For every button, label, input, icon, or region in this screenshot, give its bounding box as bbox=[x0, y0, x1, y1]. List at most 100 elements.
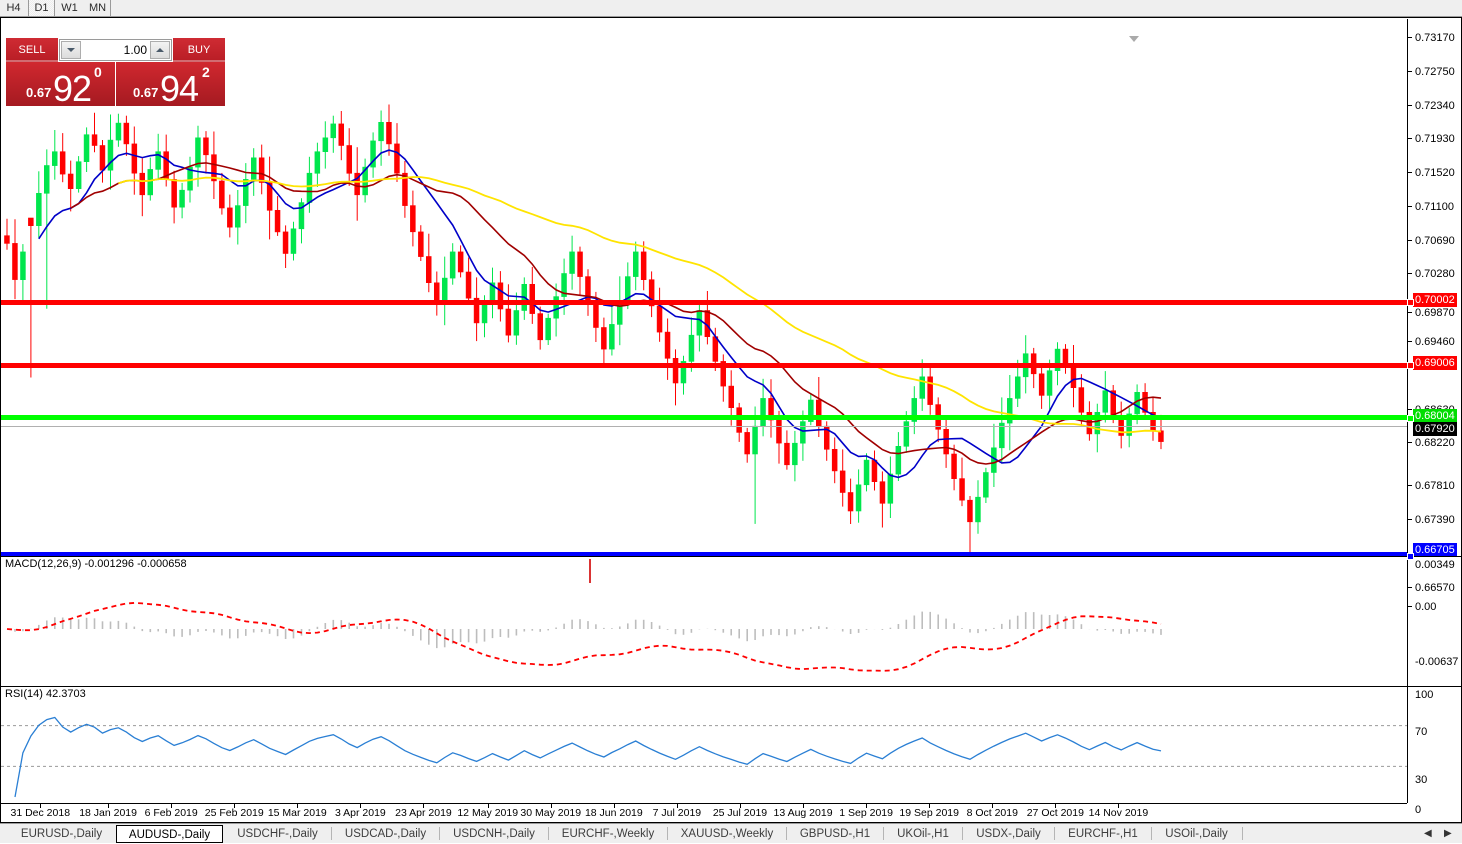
tab-separator bbox=[786, 827, 787, 840]
sell-button[interactable]: SELL bbox=[6, 38, 58, 62]
tab-separator bbox=[962, 827, 963, 840]
price-tick-label: 0.72750 bbox=[1415, 66, 1455, 78]
buy-price-point: 2 bbox=[202, 64, 210, 80]
chart-tab-usdcaddaily[interactable]: USDCAD-,Daily bbox=[344, 828, 427, 840]
volume-input[interactable]: 1.00 bbox=[59, 39, 172, 61]
time-tick-label: 3 Apr 2019 bbox=[334, 807, 386, 819]
one-click-trading-panel[interactable]: SELL 1.00 BUY 0.67 92 0 0.67 94 2 bbox=[6, 38, 225, 106]
scale-tick bbox=[1408, 172, 1412, 173]
price-tick-label: 0.71520 bbox=[1415, 167, 1455, 179]
resistance-line-070002[interactable] bbox=[1, 300, 1407, 305]
chart-tab-bar[interactable]: EURUSD-,Daily AUDUSD-,Daily USDCHF-,Daily U… bbox=[0, 823, 1462, 843]
tab-separator bbox=[1054, 827, 1055, 840]
macd-indicator-label: MACD(12,26,9) -0.001296 -0.000658 bbox=[5, 558, 187, 570]
price-level-tag[interactable]: 0.67920 bbox=[1413, 422, 1457, 436]
price-pane[interactable] bbox=[1, 19, 1407, 555]
tabs-scroll-left-icon[interactable]: ◀ bbox=[1424, 828, 1432, 839]
scale-tick bbox=[1408, 240, 1412, 241]
price-level-tag[interactable]: 0.69006 bbox=[1413, 356, 1457, 370]
price-level-tag[interactable]: 0.68004 bbox=[1413, 409, 1457, 423]
timeframe-tab-mn[interactable]: MN bbox=[84, 0, 111, 16]
chart-tab-eurchfh1[interactable]: EURCHF-,H1 bbox=[1068, 828, 1138, 840]
chart-top-marker-icon bbox=[1129, 36, 1139, 42]
resistance-line-069006[interactable] bbox=[1, 363, 1407, 368]
chart-window: AUDUSD-,Daily 0.67906 0.67939 0.67906 0.… bbox=[0, 17, 1462, 823]
sell-price-prefix: 0.67 bbox=[26, 85, 52, 100]
chart-tab-audusddaily[interactable]: AUDUSD-,Daily bbox=[116, 825, 223, 843]
time-tick-label: 30 May 2019 bbox=[520, 807, 582, 819]
buy-price-prefix: 0.67 bbox=[133, 85, 159, 100]
time-tick bbox=[613, 804, 615, 808]
buy-button[interactable]: BUY bbox=[173, 38, 225, 62]
scale-tick bbox=[1408, 606, 1412, 607]
level-handle[interactable] bbox=[1407, 415, 1414, 422]
chart-tab-usdchfdaily[interactable]: USDCHF-,Daily bbox=[237, 828, 318, 840]
tab-separator bbox=[1242, 827, 1243, 840]
scale-tick bbox=[1408, 519, 1412, 520]
level-handle[interactable] bbox=[1407, 553, 1414, 560]
chart-tab-ukoilh1[interactable]: UKOil-,H1 bbox=[897, 828, 949, 840]
time-tick-label: 1 Sep 2019 bbox=[839, 807, 893, 819]
pane-divider bbox=[1407, 556, 1462, 557]
time-tick bbox=[234, 804, 236, 808]
chart-tab-usdxdaily[interactable]: USDX-,Daily bbox=[976, 828, 1041, 840]
scale-tick bbox=[1408, 442, 1412, 443]
time-tick bbox=[992, 804, 994, 808]
chart-tab-gbpusdh1[interactable]: GBPUSD-,H1 bbox=[799, 828, 871, 840]
scale-tick bbox=[1408, 105, 1412, 106]
scale-tick bbox=[1408, 273, 1412, 274]
time-tick-label: 12 May 2019 bbox=[457, 807, 519, 819]
price-tick-label: 0.68220 bbox=[1415, 437, 1455, 449]
scale-tick bbox=[1408, 341, 1412, 342]
price-tick-label: 0.71930 bbox=[1415, 133, 1455, 145]
scale-tick bbox=[1408, 37, 1412, 38]
time-tick bbox=[676, 804, 678, 808]
chart-tab-eurusddaily[interactable]: EURUSD-,Daily bbox=[20, 828, 103, 840]
time-tick bbox=[297, 804, 299, 808]
time-tick-label: 19 Sep 2019 bbox=[899, 807, 959, 819]
scale-tick bbox=[1408, 587, 1412, 588]
timeframe-tab-mn-label: MN bbox=[88, 2, 107, 14]
macd-tick-label: -0.00637 bbox=[1415, 656, 1459, 668]
macd-tick-label: 0.00 bbox=[1415, 601, 1437, 613]
price-level-tag[interactable]: 0.66705 bbox=[1413, 543, 1457, 557]
time-tick bbox=[739, 804, 741, 808]
time-tick bbox=[360, 804, 362, 808]
chart-tab-xauusdweekly[interactable]: XAUUSD-,Weekly bbox=[680, 828, 774, 840]
chart-tab-usdcnhdaily[interactable]: USDCNH-,Daily bbox=[453, 828, 535, 840]
time-tick-label: 25 Jul 2019 bbox=[712, 807, 768, 819]
volume-increase-button[interactable] bbox=[150, 41, 170, 59]
last-price-line bbox=[1, 426, 1407, 427]
timeframe-tab-w1[interactable]: W1 bbox=[56, 0, 83, 16]
level-handle[interactable] bbox=[1407, 299, 1414, 306]
candlestick-chart bbox=[4, 104, 1164, 555]
support-line-066705[interactable] bbox=[1, 552, 1407, 556]
time-tick-label: 31 Dec 2018 bbox=[10, 807, 71, 819]
volume-decrease-button[interactable] bbox=[61, 41, 81, 59]
time-tick bbox=[423, 804, 425, 808]
macd-pane[interactable]: MACD(12,26,9) -0.001296 -0.000658 bbox=[1, 556, 1407, 686]
price-tick-label: 0.67390 bbox=[1415, 514, 1455, 526]
time-tick bbox=[108, 804, 110, 808]
time-tick-label: 27 Oct 2019 bbox=[1026, 807, 1084, 819]
scale-tick bbox=[1408, 206, 1412, 207]
time-tick-label: 7 Jul 2019 bbox=[652, 807, 702, 819]
tabs-scroll-right-icon[interactable]: ▶ bbox=[1444, 828, 1452, 839]
time-tick bbox=[40, 804, 42, 808]
rsi-pane[interactable]: RSI(14) 42.3703 bbox=[1, 686, 1407, 804]
buy-price-display[interactable]: 0.67 94 2 bbox=[116, 62, 225, 106]
price-tick-label: 0.69870 bbox=[1415, 307, 1455, 319]
time-tick-label: 25 Feb 2019 bbox=[204, 807, 264, 819]
timeframe-tab-d1[interactable]: D1 bbox=[28, 0, 55, 16]
price-level-tag[interactable]: 0.70002 bbox=[1413, 293, 1457, 307]
sell-price-display[interactable]: 0.67 92 0 bbox=[6, 62, 115, 106]
level-handle[interactable] bbox=[1407, 362, 1414, 369]
time-tick-label: 15 Mar 2019 bbox=[267, 807, 327, 819]
chart-tab-eurchfweekly[interactable]: EURCHF-,Weekly bbox=[561, 828, 655, 840]
support-line-068004[interactable] bbox=[1, 415, 1407, 420]
price-scale[interactable]: 0.73170 0.72750 0.72340 0.71930 0.71520 0.711… bbox=[1407, 19, 1462, 816]
chart-tab-usoildaily[interactable]: USOil-,Daily bbox=[1165, 828, 1228, 840]
timeframe-tab-h4[interactable]: H4 bbox=[0, 0, 27, 16]
sell-price-big: 92 bbox=[53, 68, 92, 106]
tab-separator bbox=[331, 827, 332, 840]
